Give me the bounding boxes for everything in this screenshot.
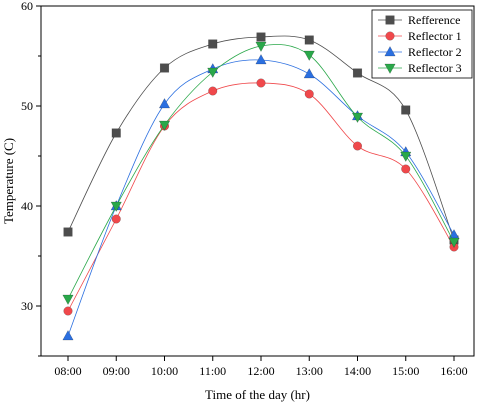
legend-label: Reflector 2 <box>408 45 462 59</box>
series-1-point <box>304 35 314 45</box>
y-tick-label: 30 <box>21 299 33 313</box>
series-1-point <box>159 63 170 73</box>
series-4-point <box>448 237 460 249</box>
series-2-point <box>208 86 218 96</box>
series-1-point <box>111 128 121 138</box>
series-3-point <box>448 228 460 240</box>
plot-frame <box>40 5 475 357</box>
x-tick-label: 15:00 <box>392 364 419 378</box>
series-1 <box>63 32 459 245</box>
series-4-point <box>351 112 364 124</box>
series-1-point <box>63 227 73 237</box>
series-4-point <box>110 201 122 213</box>
legend-marker <box>384 63 396 75</box>
series-4-point <box>255 41 267 53</box>
series-3-point <box>303 67 315 79</box>
series-1-point <box>208 39 218 49</box>
x-axis-title: Time of the day (hr) <box>205 387 310 402</box>
y-axis-title: Temperature (C) <box>1 138 16 224</box>
series-2-point <box>401 164 411 174</box>
series-2-point <box>304 89 314 99</box>
legend-label: Refference <box>408 13 460 27</box>
legend: Refference Reflector 1 Reflector 2 Reflecto… <box>371 9 473 79</box>
y-tick-label: 50 <box>21 99 33 113</box>
series-4-point <box>62 294 74 306</box>
series-3-line <box>67 59 455 337</box>
series-4 <box>62 41 460 306</box>
series-1-point <box>256 32 266 42</box>
series-1-point <box>352 68 363 78</box>
legend-marker <box>384 45 396 57</box>
series-3 <box>62 53 460 341</box>
series-2-point <box>256 78 266 88</box>
series-2 <box>63 78 459 316</box>
axis-layer: 08:00 09:00 10:00 11:00 12:00 13:00 14:00 15:00… <box>21 0 468 378</box>
x-tick-label: 16:00 <box>440 364 467 378</box>
x-tick-label: 09:00 <box>103 364 130 378</box>
series-3-point <box>62 329 74 341</box>
x-tick-label: 12:00 <box>247 364 274 378</box>
series-1-point <box>401 105 411 115</box>
legend-label: Reflector 1 <box>408 29 462 43</box>
y-tick-label: 40 <box>21 199 33 213</box>
x-tick-label: 11:00 <box>199 364 226 378</box>
x-tick-label: 13:00 <box>296 364 323 378</box>
series-4-point <box>303 50 315 62</box>
series-2-point <box>63 306 73 316</box>
series-3-point <box>158 97 171 109</box>
legend-label: Reflector 3 <box>408 61 462 75</box>
legend-marker <box>385 15 395 25</box>
series-3-point <box>255 53 267 65</box>
series-4-point <box>207 67 219 79</box>
x-tick-label: 10:00 <box>151 364 178 378</box>
series-layer <box>62 32 460 341</box>
series-2-point <box>111 214 121 224</box>
series-2-point <box>352 141 363 151</box>
x-tick-label: 08:00 <box>54 364 81 378</box>
series-4-point <box>400 151 412 163</box>
x-tick-label: 14:00 <box>344 364 371 378</box>
legend-marker <box>385 31 395 41</box>
series-4-point <box>158 120 171 132</box>
y-tick-label: 60 <box>21 0 33 13</box>
